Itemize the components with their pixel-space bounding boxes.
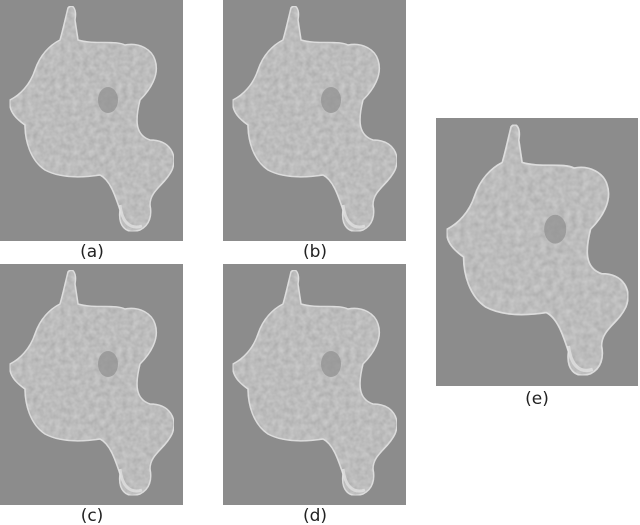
panel-d: (d) xyxy=(223,264,406,525)
panel-label: (d) xyxy=(303,506,327,525)
image xyxy=(0,264,183,505)
panel-label: (a) xyxy=(80,242,104,262)
panel-b: (b) xyxy=(223,0,406,262)
image xyxy=(436,118,638,386)
panel-label: (c) xyxy=(81,506,104,525)
panel-e: (e) xyxy=(436,118,638,409)
image xyxy=(223,0,406,241)
panel-label: (e) xyxy=(525,389,549,409)
panel-c: (c) xyxy=(0,264,183,525)
image xyxy=(0,0,183,241)
panel-a: (a) xyxy=(0,0,183,262)
panel-label: (b) xyxy=(303,242,327,262)
image xyxy=(223,264,406,505)
